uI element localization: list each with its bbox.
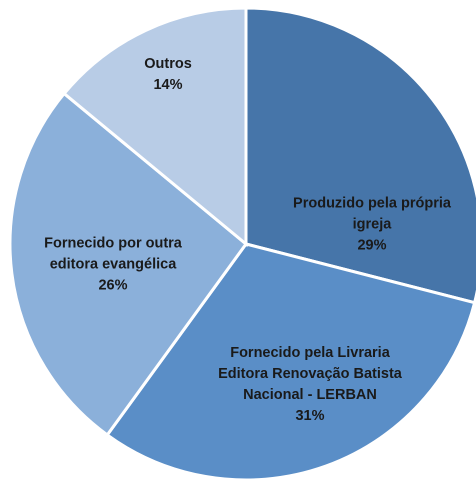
category-label: Outros [144,56,192,72]
category-label: Fornecido por outra editora evangélica [44,235,182,273]
value-label: 31% [295,408,325,424]
slice-label: Fornecido pela Livraria Editora Renovaçã… [218,343,403,427]
category-label: Fornecido pela Livraria Editora Renovaçã… [218,345,402,403]
slice [244,6,476,305]
slice [105,242,476,482]
slice-label: Produzido pela própria igreja 29% [277,194,467,257]
slice [8,91,249,438]
value-label: 29% [357,237,387,254]
slice [62,6,248,248]
slice-label: Outros 14% [108,54,228,96]
slice-label: Fornecido por outra editora evangélica 26… [28,234,198,297]
value-label: 14% [153,77,183,93]
category-label: Produzido pela própria igreja [293,195,451,233]
value-label: 26% [98,277,128,294]
